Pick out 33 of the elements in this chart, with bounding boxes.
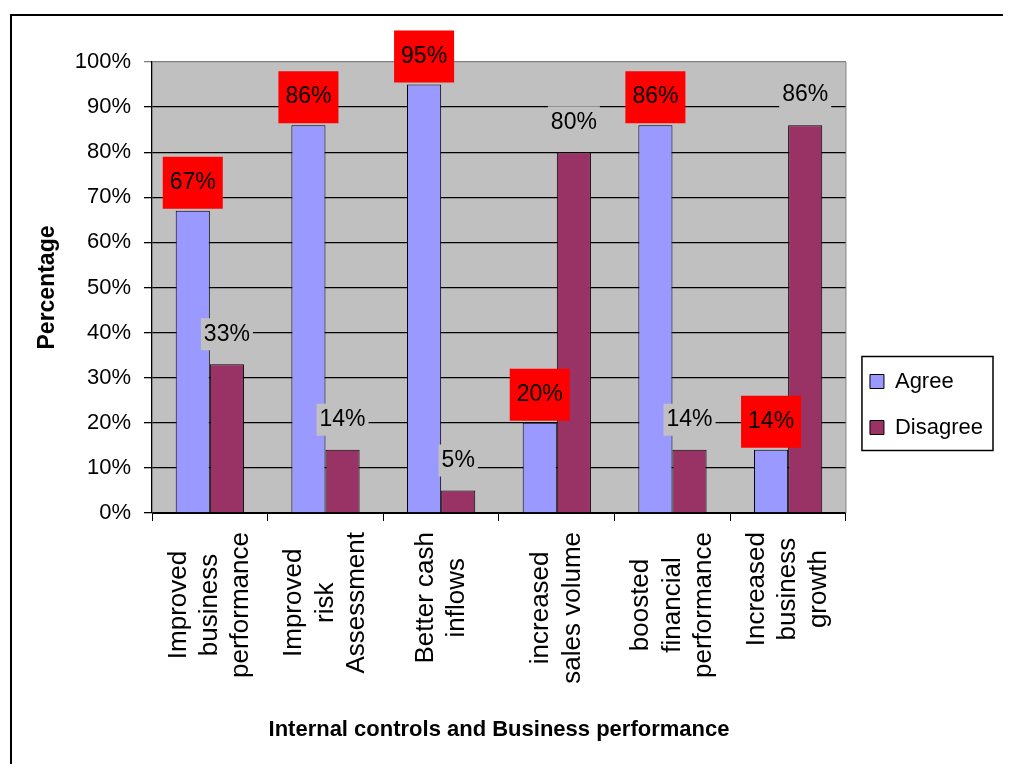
data-label: 95%: [401, 41, 448, 68]
data-label: 67%: [169, 168, 216, 195]
y-tick-label: 100%: [74, 48, 131, 74]
y-tick-label: 10%: [86, 453, 131, 479]
data-label: 86%: [632, 82, 679, 109]
data-label: 14%: [666, 405, 713, 432]
y-tick-label: 50%: [86, 273, 131, 299]
y-tick-label: 20%: [86, 408, 131, 434]
x-tick-label: boosted financial performance: [624, 531, 717, 678]
data-label: 5%: [441, 445, 475, 472]
x-tick-label: Improved risk Assessment: [277, 531, 370, 674]
y-tick-label: 90%: [86, 93, 131, 119]
y-tick-label: 60%: [86, 228, 131, 254]
x-tick-label: increased sales volume: [524, 532, 586, 684]
x-tick-label: Increased business growth: [740, 532, 833, 647]
y-tick-label: 0%: [99, 499, 131, 525]
y-tick-label: 30%: [86, 363, 131, 389]
data-label: 14%: [319, 405, 366, 432]
y-tick-label: 70%: [86, 183, 131, 209]
data-label: 14%: [748, 407, 795, 434]
x-tick-label: Better cash inflows: [408, 532, 470, 664]
y-tick-label: 40%: [86, 318, 131, 344]
data-label: 80%: [550, 107, 597, 134]
data-label: 20%: [516, 380, 563, 407]
data-label: 86%: [782, 80, 829, 107]
y-axis-title: Percentage: [33, 225, 60, 350]
x-tick-label: Improved business performance: [161, 531, 255, 678]
data-label: 33%: [203, 319, 250, 346]
legend-label: Disagree: [894, 413, 983, 439]
x-axis-title: Internal controls and Business performance: [268, 715, 730, 741]
data-label: 86%: [285, 82, 332, 109]
legend-label: Agree: [894, 367, 954, 393]
y-tick-label: 80%: [86, 138, 131, 164]
